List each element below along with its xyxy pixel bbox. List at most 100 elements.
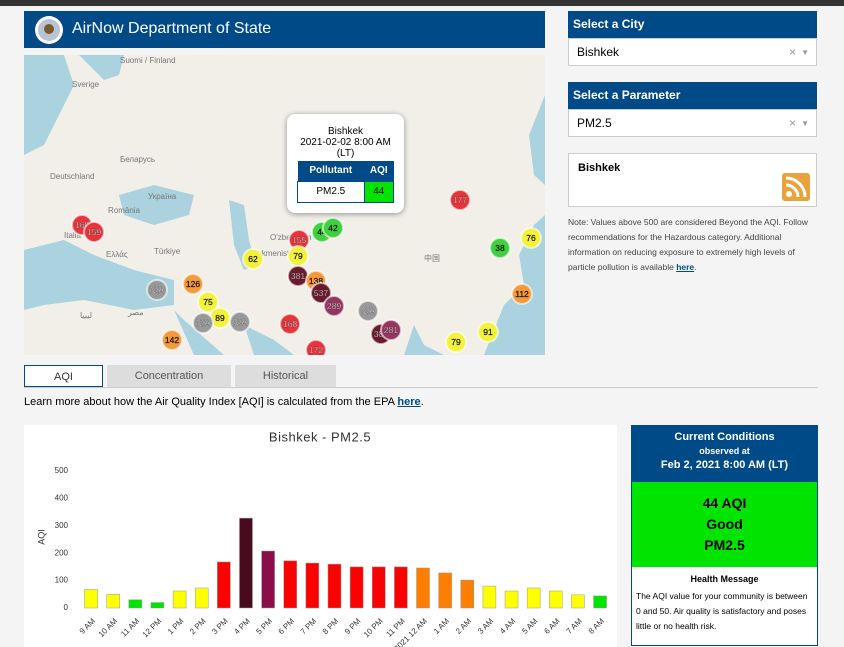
param-title: Select a Parameter <box>568 82 817 109</box>
x-tick-label: 2 PM <box>188 616 208 636</box>
cc-category: Good <box>632 514 817 535</box>
y-axis-label: AQI <box>36 529 46 545</box>
tab[interactable]: Concentration <box>107 365 231 387</box>
marker-label: 281 <box>384 325 398 335</box>
marker-label: N/A <box>233 317 248 327</box>
tab[interactable]: Historical <box>235 365 336 387</box>
map-label: România <box>108 206 141 215</box>
bar <box>594 596 607 608</box>
bar <box>527 588 540 608</box>
learn: Learn more about how the Air Quality Ind… <box>24 396 424 408</box>
header-title: AirNow Department of State <box>72 20 271 38</box>
x-tick-label: 8 PM <box>321 616 341 636</box>
marker-label: 381 <box>291 271 305 281</box>
map-tooltip: Bishkek 2021-02-02 8:00 AM (LT) Pollutan… <box>287 114 404 213</box>
city-select[interactable]: Bishkek × ▼ <box>568 38 817 66</box>
note-end: . <box>694 262 696 272</box>
bar <box>151 603 164 608</box>
feed-title: Bishkek <box>578 162 620 174</box>
marker-label: 62 <box>248 254 258 264</box>
marker-label: 75 <box>203 297 213 307</box>
x-tick-label: 7 PM <box>299 616 319 636</box>
seal <box>34 15 64 45</box>
x-tick-label: 9 PM <box>343 616 363 636</box>
bar <box>173 591 186 608</box>
tooltip-time: 2021-02-02 8:00 AM <box>287 137 404 148</box>
map-label: Deutschland <box>50 172 94 181</box>
marker-label: 112 <box>515 289 529 299</box>
bar <box>549 591 562 608</box>
y-tick-label: 500 <box>55 466 69 475</box>
map-label: Suomi / Finland <box>120 56 176 65</box>
marker-label: 142 <box>165 335 179 345</box>
bar <box>262 551 275 608</box>
bar <box>129 600 142 608</box>
cc-aqi: 44 AQI <box>632 493 817 514</box>
bar <box>217 562 230 608</box>
tab[interactable]: AQI <box>24 365 103 387</box>
rss-icon[interactable] <box>782 173 810 201</box>
header: AirNow Department of State <box>24 11 545 48</box>
top-bar <box>0 0 844 6</box>
marker-label: 289 <box>327 301 341 311</box>
bar <box>328 564 341 608</box>
bar <box>505 591 518 608</box>
x-tick-label: 4 PM <box>232 616 252 636</box>
city-title: Select a City <box>568 11 817 38</box>
learn-link[interactable]: here <box>397 396 420 408</box>
marker-label: 172 <box>309 345 323 355</box>
bar <box>85 589 98 608</box>
cc-time: Feb 2, 2021 8:00 AM (LT) <box>632 459 817 471</box>
chart-title: Bishkek - PM2.5 <box>269 429 371 444</box>
map-label: 中国 <box>424 253 440 263</box>
tab-rule <box>24 387 818 388</box>
learn-text: Learn more about how the Air Quality Ind… <box>24 396 397 408</box>
x-tick-label: 3 PM <box>210 616 230 636</box>
marker-label: 537 <box>314 288 328 298</box>
x-tick-label: 1 PM <box>166 616 186 636</box>
marker-label: N/A <box>196 318 211 328</box>
marker-label: 42 <box>328 223 338 233</box>
y-tick-label: 100 <box>55 576 69 585</box>
x-tick-label: 11 AM <box>119 616 141 638</box>
map-label: ليبيا <box>80 311 92 320</box>
x-tick-label: 6 AM <box>542 616 561 635</box>
clear[interactable]: × <box>789 110 796 137</box>
bar <box>284 561 297 608</box>
map-label: Ελλάς <box>106 250 128 259</box>
marker-label: 168 <box>283 319 297 329</box>
bar <box>372 567 385 608</box>
clear[interactable]: × <box>789 39 796 66</box>
cc-status: 44 AQI Good PM2.5 <box>632 482 817 567</box>
marker-label: 76 <box>526 233 536 243</box>
bar <box>483 586 496 608</box>
th: AQI <box>364 161 393 181</box>
x-tick-label: 4 AM <box>498 616 517 635</box>
note-link[interactable]: here <box>676 262 694 272</box>
bar <box>306 563 319 608</box>
bar <box>394 567 407 608</box>
health-title: Health Message <box>632 574 817 584</box>
bar <box>195 588 208 608</box>
map-label: Türkiye <box>154 247 181 256</box>
city-value: Bishkek <box>577 45 619 59</box>
x-tick-label: 12 PM <box>141 616 164 639</box>
y-tick-label: 300 <box>55 521 69 530</box>
x-tick-label: 1 AM <box>432 616 451 635</box>
cc-title: Current Conditions <box>632 431 817 443</box>
y-tick-label: 400 <box>55 494 69 503</box>
x-tick-label: 10 AM <box>97 616 120 639</box>
arrow: ▼ <box>801 110 809 137</box>
marker-label: 79 <box>451 337 461 347</box>
tooltip-city: Bishkek <box>287 126 404 137</box>
marker-label: 177 <box>453 195 467 205</box>
td: PM2.5 <box>298 181 365 202</box>
bar <box>439 573 452 608</box>
map-label: مصر <box>127 308 144 317</box>
cc-observed: observed at <box>632 446 817 456</box>
cc-pollutant: PM2.5 <box>632 535 817 556</box>
x-tick-label: 8 AM <box>587 616 606 635</box>
map-label: Беларусь <box>120 155 155 164</box>
param-value: PM2.5 <box>577 116 612 130</box>
param-select[interactable]: PM2.5 × ▼ <box>568 109 817 137</box>
